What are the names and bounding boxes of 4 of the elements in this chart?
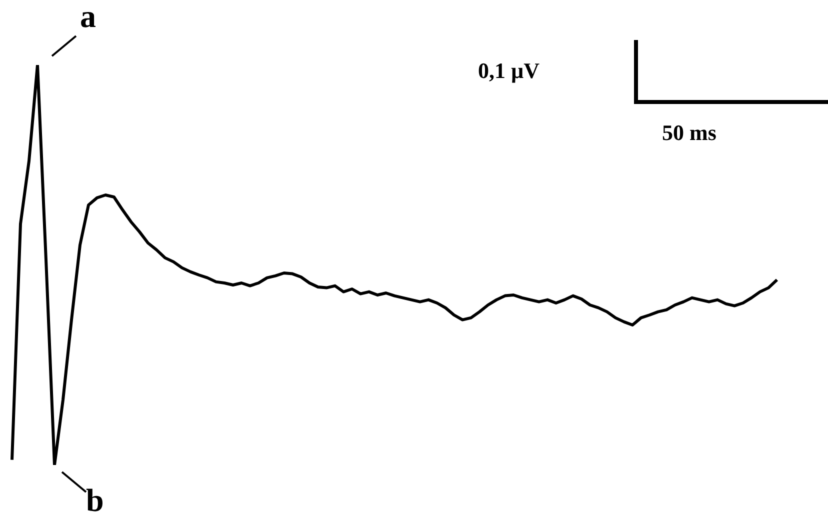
text: a xyxy=(80,0,96,35)
annotation: 0,1 µV xyxy=(478,58,540,84)
annotation: 50 ms xyxy=(662,120,716,146)
text: b xyxy=(86,482,104,519)
